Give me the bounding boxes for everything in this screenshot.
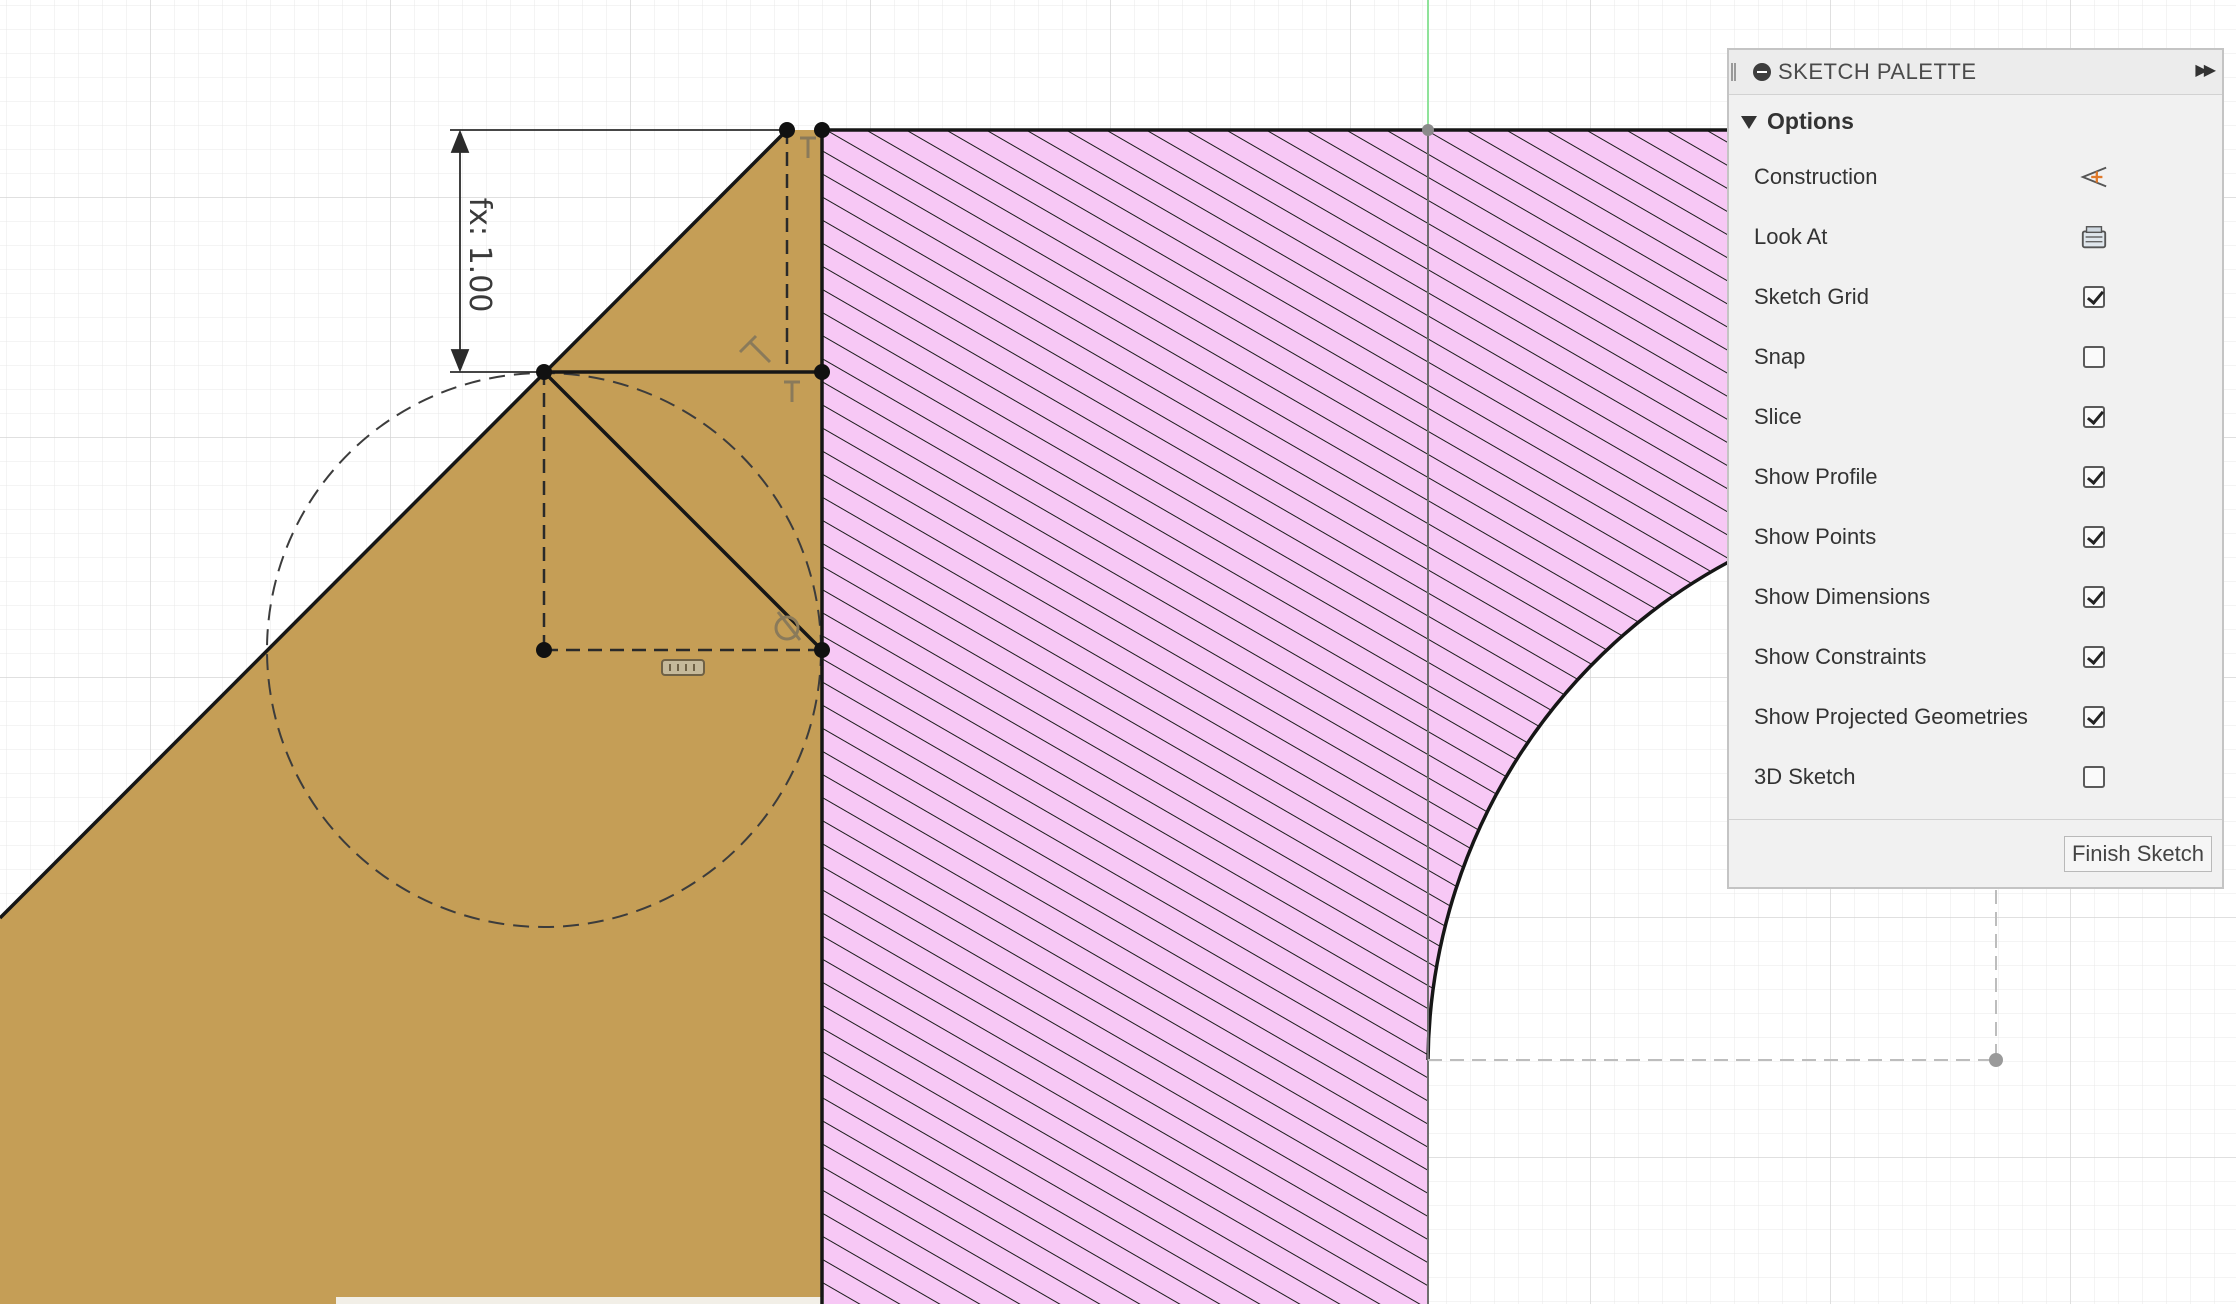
snap-checkbox[interactable] <box>2080 343 2108 371</box>
checkbox[interactable] <box>2083 286 2105 308</box>
expand-icon[interactable]: ▶▶ <box>2195 62 2216 79</box>
checkbox[interactable] <box>2083 346 2105 368</box>
checkbox[interactable] <box>2083 706 2105 728</box>
options-list: Construction Look At Sketch Grid Snap Slice S… <box>1729 147 2222 807</box>
option-label: Look At <box>1754 224 1828 249</box>
show-dimensions-checkbox[interactable] <box>2080 583 2108 611</box>
construction-icon[interactable] <box>2080 163 2108 191</box>
options-section-toggle[interactable]: Options <box>1729 95 2222 147</box>
show-points-checkbox[interactable] <box>2080 523 2108 551</box>
horizontal-constraint-icon[interactable] <box>661 659 705 676</box>
option-label: Sketch Grid <box>1754 284 1869 309</box>
projected-geometry[interactable] <box>1428 890 1997 1061</box>
option-label: Construction <box>1754 164 1878 189</box>
option-label: Snap <box>1754 344 1806 369</box>
drag-handle-icon[interactable] <box>1731 63 1736 81</box>
checkbox[interactable] <box>2083 646 2105 668</box>
sketch-palette: SKETCH PALETTE ▶▶ Options Construction Lo… <box>1727 48 2224 889</box>
slice-checkbox[interactable] <box>2080 403 2108 431</box>
option-label: 3D Sketch <box>1754 764 1856 789</box>
option-construction[interactable]: Construction <box>1729 147 2222 207</box>
checkbox[interactable] <box>2083 586 2105 608</box>
show-profile-checkbox[interactable] <box>2080 463 2108 491</box>
option-sketch-grid[interactable]: Sketch Grid <box>1729 267 2222 327</box>
option-slice[interactable]: Slice <box>1729 387 2222 447</box>
option-label: Show Profile <box>1754 464 1878 489</box>
triangle-down-icon <box>1741 115 1757 129</box>
option-show-constraints[interactable]: Show Constraints <box>1729 627 2222 687</box>
option-show-points[interactable]: Show Points <box>1729 507 2222 567</box>
option-label: Show Projected Geometries <box>1754 704 2028 729</box>
option-show-dimensions[interactable]: Show Dimensions <box>1729 567 2222 627</box>
show-constraints-checkbox[interactable] <box>2080 643 2108 671</box>
finish-sketch-button[interactable]: Finish Sketch <box>2063 836 2212 872</box>
checkbox[interactable] <box>2083 466 2105 488</box>
sketch-grid-checkbox[interactable] <box>2080 283 2108 311</box>
palette-title: SKETCH PALETTE <box>1778 59 1977 84</box>
profile-region[interactable] <box>0 130 822 1304</box>
show-projected-geometries-checkbox[interactable] <box>2080 703 2108 731</box>
vertical-dimension[interactable] <box>450 129 787 373</box>
option-label: Show Dimensions <box>1754 584 1931 609</box>
coincident-constraint-icon[interactable] <box>774 611 802 641</box>
projected-point[interactable] <box>1989 1053 2003 1067</box>
tangent-constraint-icon[interactable] <box>738 136 816 402</box>
3d-sketch-checkbox[interactable] <box>2080 763 2108 791</box>
checkbox[interactable] <box>2083 526 2105 548</box>
checkbox[interactable] <box>2083 406 2105 428</box>
option-look-at[interactable]: Look At <box>1729 207 2222 267</box>
option-show-projected-geometries[interactable]: Show Projected Geometries <box>1729 687 2222 747</box>
option-label: Slice <box>1754 404 1802 429</box>
option-label: Show Points <box>1754 524 1877 549</box>
option-3d-sketch[interactable]: 3D Sketch <box>1729 747 2222 807</box>
palette-footer: Finish Sketch <box>1729 819 2222 890</box>
projected-point[interactable] <box>1422 124 1434 136</box>
look-at-icon[interactable] <box>2080 223 2108 251</box>
collapse-icon[interactable] <box>1753 63 1771 81</box>
options-section-label: Options <box>1767 107 1854 134</box>
hatched-section[interactable] <box>822 130 1740 1304</box>
checkbox[interactable] <box>2083 766 2105 788</box>
palette-header[interactable]: SKETCH PALETTE ▶▶ <box>1729 50 2222 95</box>
option-label: Show Constraints <box>1754 644 1927 669</box>
sketch-points[interactable] <box>536 122 830 658</box>
bottom-highlight <box>336 1297 824 1304</box>
option-snap[interactable]: Snap <box>1729 327 2222 387</box>
construction-lines[interactable] <box>542 130 822 652</box>
sketch-lines[interactable] <box>0 128 1741 1304</box>
option-show-profile[interactable]: Show Profile <box>1729 447 2222 507</box>
dimension-label[interactable]: fx: 1.00 <box>462 198 497 313</box>
